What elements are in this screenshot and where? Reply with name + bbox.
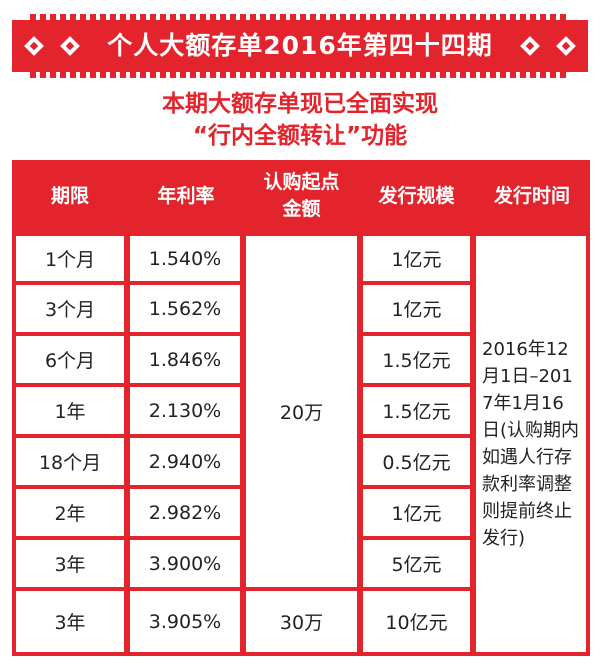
subtitle-line-1: 本期大额存单现已全面实现 (162, 91, 438, 117)
cell-issue-period: 2016年12月1日–2017年1月16日(认购期内如遇人行存款利率调整则提前终… (476, 236, 586, 652)
cell-scale: 5亿元 (363, 540, 470, 587)
cell-scale: 10亿元 (363, 591, 470, 652)
banner-pattern-bottom (30, 72, 570, 78)
cell-min-amount: 30万 (246, 591, 357, 652)
subtitle: 本期大额存单现已全面实现 “行内全额转让”功能 (0, 88, 600, 152)
cell-rate: 3.905% (130, 591, 240, 652)
cell-rate: 2.130% (130, 387, 240, 434)
cell-term: 3年 (16, 591, 124, 652)
header-period: 发行时间 (493, 184, 570, 207)
cell-term: 1个月 (16, 236, 124, 281)
header-min-amount-line-2: 金额 (282, 198, 321, 220)
cell-term: 6个月 (16, 336, 124, 383)
cell-min-amount-merged: 20万 (246, 236, 357, 587)
deposit-table: 期限 年利率 认购起点 金额 发行规模 发行时间 1个月 1.540% 1亿元 … (12, 160, 590, 656)
cell-scale: 1.5亿元 (363, 387, 470, 434)
cell-scale: 1亿元 (363, 489, 470, 536)
header-term: 期限 (50, 184, 89, 207)
cell-rate: 1.846% (130, 336, 240, 383)
header-min-amount: 认购起点 金额 (244, 160, 359, 232)
cell-scale: 0.5亿元 (363, 438, 470, 485)
banner-pattern-top (30, 14, 570, 20)
cell-rate: 1.562% (130, 285, 240, 332)
subtitle-line-2: “行内全额转让”功能 (192, 123, 408, 149)
page-title: 个人大额存单2016年第四十四期 (107, 31, 493, 60)
cell-term: 3个月 (16, 285, 124, 332)
header-rate: 年利率 (157, 184, 215, 207)
cell-scale: 1亿元 (363, 285, 470, 332)
cell-rate: 3.900% (130, 540, 240, 587)
cell-scale: 1.5亿元 (363, 336, 470, 383)
title-banner: 个人大额存单2016年第四十四期 (0, 0, 600, 86)
header-min-amount-line-1: 认购起点 (263, 171, 340, 193)
cell-term: 2年 (16, 489, 124, 536)
cell-term: 18个月 (16, 438, 124, 485)
banner-band (12, 20, 588, 72)
cell-term: 3年 (16, 540, 124, 587)
header-scale: 发行规模 (378, 184, 455, 207)
cell-term: 1年 (16, 387, 124, 434)
cell-rate: 2.982% (130, 489, 240, 536)
cell-scale: 1亿元 (363, 236, 470, 281)
cell-rate: 2.940% (130, 438, 240, 485)
cell-rate: 1.540% (130, 236, 240, 281)
